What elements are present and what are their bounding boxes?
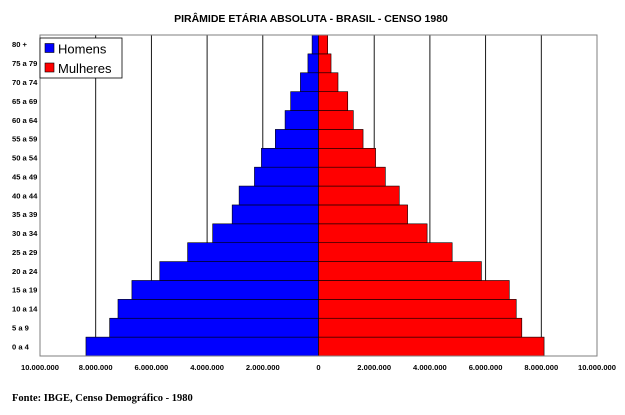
y-tick-label: 40 a 44 xyxy=(12,191,38,200)
bar-mulheres xyxy=(318,336,545,357)
bar-mulheres xyxy=(318,34,328,55)
y-axis-tick-labels: 0 a 4 5 a 9 10 a 14 15 a 19 20 a 24 25 a 29 30… xyxy=(12,40,38,351)
x-tick-label: 4.000.000 xyxy=(413,363,447,372)
bar-mulheres xyxy=(318,280,510,300)
bars xyxy=(85,34,545,357)
bar-mulheres xyxy=(318,261,482,281)
y-tick-label: 75 a 79 xyxy=(12,59,37,68)
y-tick-label: 45 a 49 xyxy=(12,172,37,181)
bar-mulheres xyxy=(318,185,400,206)
y-tick-label: 65 a 69 xyxy=(12,97,37,106)
legend: Homens Mulheres xyxy=(39,37,123,79)
bar-mulheres xyxy=(318,147,376,168)
y-tick-label: 35 a 39 xyxy=(12,210,37,219)
y-tick-label: 50 a 54 xyxy=(12,154,38,163)
bar-homens xyxy=(231,204,319,225)
bar-homens xyxy=(159,261,319,281)
x-tick-label: 2.000.000 xyxy=(246,363,280,372)
bar-homens xyxy=(290,91,319,111)
bar-homens xyxy=(275,129,319,149)
bar-homens xyxy=(261,147,319,168)
bar-homens xyxy=(311,34,319,55)
x-tick-label: 6.000.000 xyxy=(135,363,169,372)
bar-mulheres xyxy=(318,242,453,262)
x-tick-label: 10.000.000 xyxy=(578,363,616,372)
y-tick-label: 30 a 34 xyxy=(12,229,38,238)
bar-mulheres xyxy=(318,204,408,225)
bar-homens xyxy=(212,223,319,244)
x-tick-label: 6.000.000 xyxy=(469,363,503,372)
bar-mulheres xyxy=(318,53,332,74)
legend-label-mulheres: Mulheres xyxy=(58,61,112,76)
bar-mulheres xyxy=(318,299,517,319)
source-note: Fonte: IBGE, Censo Demográfico - 1980 xyxy=(12,393,193,404)
plot-area-frame xyxy=(39,34,598,357)
bar-mulheres xyxy=(318,72,339,92)
y-tick-label: 0 a 4 xyxy=(12,342,30,351)
chart-title: PIRÂMIDE ETÁRIA ABSOLUTA - BRASIL - CENS… xyxy=(174,12,448,25)
x-tick-label: 8.000.000 xyxy=(524,363,558,372)
legend-swatch-homens xyxy=(44,43,55,53)
y-tick-label: 80 + xyxy=(12,40,28,49)
legend-label-homens: Homens xyxy=(58,42,107,57)
bar-homens xyxy=(109,317,319,338)
x-tick-label: 4.000.000 xyxy=(190,363,224,372)
legend-swatch-mulheres xyxy=(44,62,55,73)
y-tick-label: 20 a 24 xyxy=(12,267,38,276)
y-tick-label: 10 a 14 xyxy=(12,305,38,314)
x-tick-label: 10.000.000 xyxy=(21,363,59,372)
bar-mulheres xyxy=(318,317,523,338)
bar-homens xyxy=(85,336,319,357)
bar-homens xyxy=(307,53,319,74)
bar-homens xyxy=(300,72,319,92)
y-tick-label: 60 a 64 xyxy=(12,116,38,125)
x-tick-label: 0 xyxy=(316,363,320,372)
y-tick-label: 70 a 74 xyxy=(12,78,38,87)
y-tick-label: 15 a 19 xyxy=(12,286,37,295)
bar-mulheres xyxy=(318,91,349,111)
bar-homens xyxy=(117,299,319,319)
bar-mulheres xyxy=(318,110,354,130)
x-axis-tick-labels: 10.000.000 8.000.000 6.000.000 4.000.000 2.0… xyxy=(21,363,616,372)
bar-homens xyxy=(187,242,319,262)
y-tick-label: 55 a 59 xyxy=(12,135,37,144)
bar-mulheres xyxy=(318,129,364,149)
bar-homens xyxy=(238,185,319,206)
bar-homens xyxy=(131,280,319,300)
x-tick-label: 2.000.000 xyxy=(357,363,391,372)
bar-mulheres xyxy=(318,223,428,244)
bar-homens xyxy=(284,110,319,130)
bar-mulheres xyxy=(318,166,386,187)
x-tick-label: 8.000.000 xyxy=(79,363,113,372)
y-tick-label: 25 a 29 xyxy=(12,248,37,257)
y-tick-label: 5 a 9 xyxy=(12,323,29,332)
bar-homens xyxy=(254,166,319,187)
